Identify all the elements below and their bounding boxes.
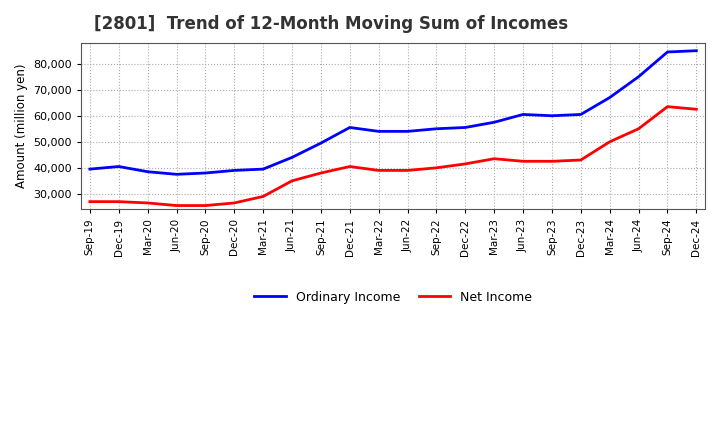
Line: Ordinary Income: Ordinary Income [90,51,696,174]
Ordinary Income [346,125,354,130]
Ordinary Income [230,168,238,173]
Net Income [634,126,643,132]
Ordinary Income [663,49,672,55]
Net Income [461,161,469,167]
Net Income [403,168,412,173]
Net Income [317,170,325,176]
Net Income [374,168,383,173]
Net Income [258,194,267,199]
Net Income [172,203,181,208]
Net Income [548,159,557,164]
Ordinary Income [606,95,614,100]
Ordinary Income [201,170,210,176]
Net Income [432,165,441,170]
Net Income [86,199,94,204]
Net Income [114,199,123,204]
Text: [2801]  Trend of 12-Month Moving Sum of Incomes: [2801] Trend of 12-Month Moving Sum of I… [94,15,568,33]
Ordinary Income [403,129,412,134]
Y-axis label: Amount (million yen): Amount (million yen) [15,64,28,188]
Net Income [201,203,210,208]
Net Income [346,164,354,169]
Net Income [288,178,297,183]
Ordinary Income [172,172,181,177]
Net Income [606,139,614,144]
Ordinary Income [374,129,383,134]
Ordinary Income [548,113,557,118]
Net Income [490,156,498,161]
Ordinary Income [461,125,469,130]
Ordinary Income [258,166,267,172]
Net Income [230,200,238,205]
Ordinary Income [432,126,441,132]
Line: Net Income: Net Income [90,106,696,205]
Net Income [518,159,527,164]
Ordinary Income [143,169,152,174]
Net Income [577,158,585,163]
Ordinary Income [634,74,643,79]
Ordinary Income [317,140,325,146]
Ordinary Income [86,166,94,172]
Net Income [663,104,672,109]
Net Income [143,200,152,205]
Legend: Ordinary Income, Net Income: Ordinary Income, Net Income [249,286,537,309]
Ordinary Income [692,48,701,53]
Ordinary Income [288,155,297,160]
Ordinary Income [518,112,527,117]
Ordinary Income [577,112,585,117]
Ordinary Income [490,120,498,125]
Net Income [692,106,701,112]
Ordinary Income [114,164,123,169]
